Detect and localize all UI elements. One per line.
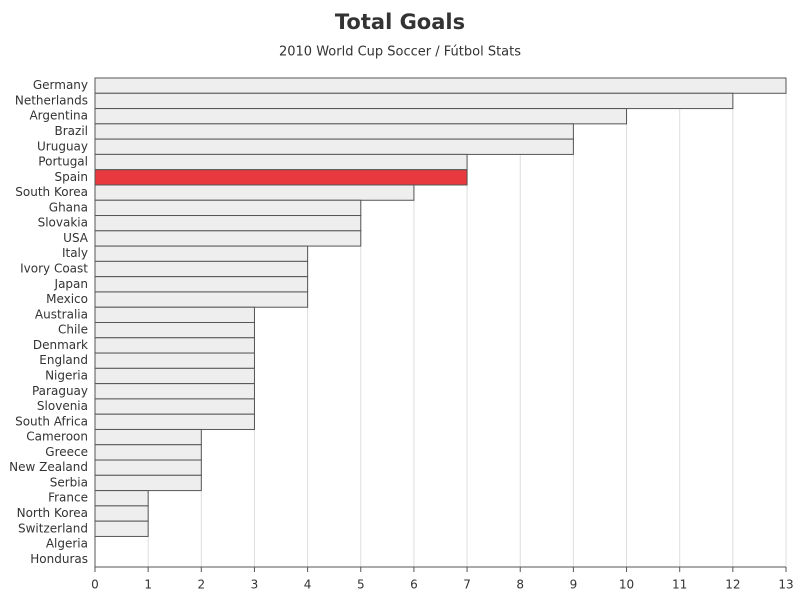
y-tick-label: Portugal: [38, 155, 88, 169]
x-tick-label: 4: [304, 578, 312, 592]
y-tick-label: Ivory Coast: [20, 262, 88, 276]
x-tick-label: 1: [144, 578, 152, 592]
bar: [94, 352, 255, 369]
y-tick-label: Algeria: [46, 537, 88, 551]
chart-title: Total Goals: [335, 10, 465, 34]
bar: [94, 260, 309, 278]
y-tick-label: Australia: [35, 307, 88, 321]
bar: [94, 322, 255, 339]
y-tick-label: Brazil: [55, 124, 89, 138]
y-tick-label: France: [48, 491, 88, 505]
bar: [94, 520, 149, 537]
bar: [94, 108, 628, 125]
bar: [94, 505, 149, 522]
y-tick-label: Italy: [62, 246, 88, 260]
y-tick-label: England: [39, 353, 88, 367]
y-tick-label: South Africa: [15, 414, 88, 428]
y-tick-label: Mexico: [46, 292, 88, 306]
y-tick-label: Argentina: [29, 109, 88, 123]
bar: [94, 474, 202, 492]
bar: [94, 276, 309, 293]
x-tick-label: 6: [410, 578, 418, 592]
bar: [94, 398, 255, 415]
y-tick-label: North Korea: [17, 506, 88, 520]
bar: [94, 306, 255, 323]
bar: [94, 413, 255, 430]
y-tick-label: Slovenia: [37, 399, 88, 413]
bar: [94, 367, 255, 385]
x-tick-label: 2: [197, 578, 205, 592]
x-tick-label: 8: [516, 578, 524, 592]
bar: [94, 230, 362, 247]
bar: [94, 383, 255, 400]
y-tick-label: Denmark: [33, 338, 88, 352]
x-tick-label: 7: [463, 578, 471, 592]
y-tick-label: Honduras: [30, 552, 88, 566]
bar: [94, 459, 202, 476]
x-tick-label: 5: [357, 578, 365, 592]
bar: [94, 245, 309, 262]
x-tick-label: 10: [619, 578, 634, 592]
x-tick-label: 0: [91, 578, 99, 592]
y-tick-label: Germany: [33, 78, 88, 92]
bar: [94, 123, 574, 140]
bar: [94, 77, 787, 94]
bar: [94, 153, 468, 171]
bar: [94, 199, 362, 217]
bar: [94, 428, 202, 446]
y-tick-label: Paraguay: [32, 384, 88, 398]
bar: [94, 138, 574, 155]
bar: [94, 490, 149, 507]
y-tick-label: Switzerland: [18, 521, 88, 535]
y-tick-label: Slovakia: [38, 216, 88, 230]
bar: [94, 337, 255, 354]
bar: [94, 291, 309, 308]
y-tick-label: South Korea: [15, 185, 88, 199]
y-tick-label: Chile: [58, 323, 88, 337]
y-tick-label: Cameroon: [26, 430, 88, 444]
bar: [94, 169, 468, 186]
chart-subtitle: 2010 World Cup Soccer / Fútbol Stats: [279, 45, 521, 60]
y-tick-label: Ghana: [49, 200, 88, 214]
y-tick-label: Japan: [54, 277, 88, 291]
x-tick-label: 9: [570, 578, 578, 592]
bar: [94, 215, 362, 232]
x-tick-label: 11: [672, 578, 687, 592]
y-tick-label: Netherlands: [15, 93, 88, 107]
bar: [94, 444, 202, 461]
y-tick-label: Spain: [54, 170, 88, 184]
x-tick-label: 13: [778, 578, 793, 592]
x-tick-label: 12: [725, 578, 740, 592]
x-tick-label: 3: [251, 578, 259, 592]
bar: [94, 184, 415, 201]
y-tick-label: Nigeria: [45, 368, 88, 382]
y-tick-label: Serbia: [50, 475, 88, 489]
bar: [94, 92, 734, 110]
y-tick-label: New Zealand: [9, 460, 88, 474]
y-tick-label: USA: [63, 231, 89, 245]
y-tick-label: Uruguay: [37, 139, 88, 153]
y-tick-label: Greece: [45, 445, 88, 459]
